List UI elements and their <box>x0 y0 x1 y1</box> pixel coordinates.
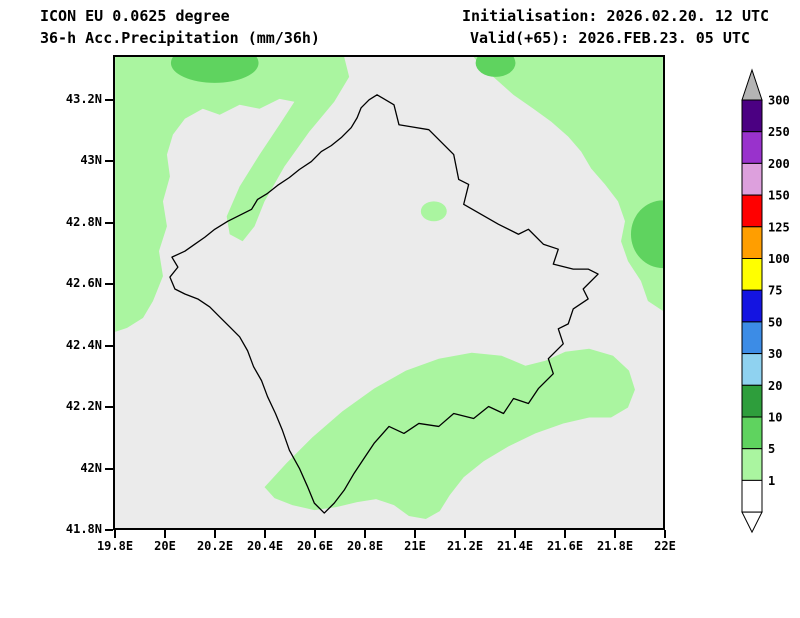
precip-area-medium-north <box>170 57 259 83</box>
colorbar-segment <box>741 479 763 513</box>
x-axis-tick-label: 21.2E <box>446 539 484 553</box>
precip-area-medium-north-small <box>475 57 516 77</box>
x-axis-tick <box>564 530 566 538</box>
x-axis-tick-label: 21E <box>404 539 426 553</box>
x-axis-tick <box>114 530 116 538</box>
colorbar-label: 75 <box>768 284 782 298</box>
colorbar: 300 250 200 150 125 100 75 50 30 20 10 5 1 <box>741 68 790 534</box>
precip-areas-medium <box>170 57 663 269</box>
y-axis-tick-label: 42.2N <box>65 399 102 414</box>
x-axis-tick <box>264 530 266 538</box>
x-axis-tick-label: 21.6E <box>546 539 584 553</box>
x-axis-tick-label: 19.8E <box>96 539 134 553</box>
colorbar-segment <box>741 194 763 228</box>
precip-area-light-center-spot <box>420 201 447 222</box>
colorbar-label: 10 <box>768 411 782 425</box>
precip-area-light-northeast <box>473 57 663 311</box>
colorbar-segment <box>741 321 763 355</box>
region-border-outline <box>169 94 599 514</box>
colorbar-label: 30 <box>768 347 782 361</box>
y-axis-tick <box>105 529 113 531</box>
colorbar-segment <box>741 131 763 164</box>
colorbar-under-arrow <box>741 511 763 534</box>
y-axis-tick-label: 41.8N <box>65 522 102 536</box>
colorbar-segment <box>741 99 763 133</box>
header-init-line: Initialisation: 2026.02.20. 12 UTC <box>462 7 770 25</box>
colorbar-label: 5 <box>768 442 775 456</box>
y-axis-tick-label: 42N <box>80 460 102 475</box>
y-axis-tick-label: 42.8N <box>65 214 102 229</box>
x-axis-tick <box>464 530 466 538</box>
header-model-line: ICON EU 0.0625 degree <box>40 7 230 25</box>
x-axis-tick-label: 20.4E <box>246 539 284 553</box>
y-axis-tick-label: 43N <box>80 153 102 168</box>
x-axis-tick-label: 21.4E <box>496 539 534 553</box>
y-axis-tick <box>105 160 113 163</box>
colorbar-segment <box>741 258 763 291</box>
map-frame <box>113 55 665 530</box>
header-product-line: 36-h Acc.Precipitation (mm/36h) <box>40 29 320 47</box>
precip-area-light-northwest <box>115 57 350 332</box>
x-axis-tick-label: 22E <box>654 539 676 553</box>
y-axis-tick <box>105 344 113 347</box>
y-axis-tick-label: 42.6N <box>65 276 102 291</box>
x-axis-tick-label: 20.6E <box>296 539 334 553</box>
x-axis-tick <box>214 530 216 538</box>
x-axis-tick <box>414 530 416 538</box>
colorbar-label: 100 <box>768 252 790 266</box>
colorbar-label: 150 <box>768 189 790 203</box>
colorbar-label: 1 <box>768 474 775 488</box>
y-axis-tick <box>105 99 113 101</box>
x-axis-tick-label: 21.8E <box>596 539 634 553</box>
x-axis-tick-label: 20.8E <box>346 539 384 553</box>
x-axis-tick-label: 20.2E <box>196 539 234 553</box>
colorbar-label: 125 <box>768 220 790 234</box>
x-axis-tick <box>364 530 366 538</box>
colorbar-label: 300 <box>768 94 790 108</box>
x-axis-tick <box>164 530 166 538</box>
colorbar-label: 250 <box>768 125 790 139</box>
precip-area-light-south-band <box>264 348 635 520</box>
y-axis-tick <box>105 221 113 224</box>
colorbar-segment <box>741 384 763 418</box>
y-axis-tick <box>105 467 113 470</box>
y-axis-tick <box>105 406 113 409</box>
y-axis-tick-label: 43.2N <box>65 92 102 106</box>
colorbar-segment <box>741 416 763 450</box>
y-axis-tick-label: 42.4N <box>65 337 102 352</box>
x-axis-tick <box>664 530 666 538</box>
x-axis-tick <box>514 530 516 538</box>
colorbar-segment <box>741 353 763 386</box>
precip-area-medium-east-edge <box>630 200 663 269</box>
header-valid-line: Valid(+65): 2026.FEB.23. 05 UTC <box>470 29 750 47</box>
colorbar-label: 50 <box>768 315 782 329</box>
map-svg <box>115 57 663 528</box>
x-axis-tick <box>314 530 316 538</box>
colorbar-segment <box>741 226 763 260</box>
colorbar-segment <box>741 448 763 481</box>
colorbar-segment <box>741 289 763 323</box>
colorbar-over-arrow <box>741 68 763 101</box>
x-axis-tick <box>614 530 616 538</box>
colorbar-segment <box>741 162 763 196</box>
precip-areas-light <box>115 57 663 520</box>
colorbar-label: 20 <box>768 379 782 393</box>
x-axis-tick-label: 20E <box>154 539 176 553</box>
y-axis-tick <box>105 283 113 286</box>
colorbar-label: 200 <box>768 157 790 171</box>
